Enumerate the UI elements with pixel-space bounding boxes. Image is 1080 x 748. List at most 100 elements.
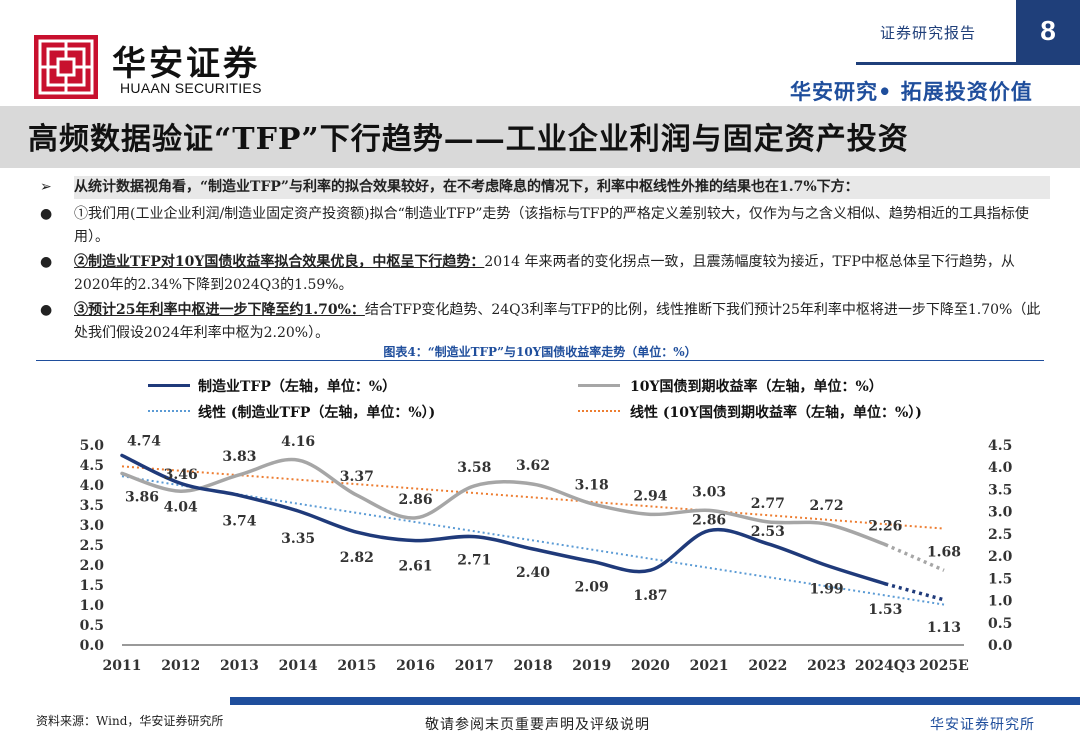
right-axis-tick-label: 2.0	[988, 549, 1013, 565]
data-label-tfp: 1.53	[868, 602, 902, 618]
firm-footer: 华安证券研究所	[930, 717, 1035, 733]
bullet-text-wrap: ③预计25年利率中枢进一步下降至约1.70%：结合TFP变化趋势、24Q3利率与…	[74, 299, 1050, 345]
data-label-tfp: 2.09	[575, 579, 609, 595]
bullet-text: 从统计数据视角看，“制造业TFP”与利率的拟合效果较好，在不考虑降息的情况下，利…	[74, 176, 1050, 199]
right-axis-tick-label: 0.0	[988, 638, 1013, 654]
legend-swatch-10y	[578, 384, 620, 387]
legend-swatch-tfp-linear	[148, 410, 190, 412]
right-axis-tick-label: 3.5	[988, 482, 1012, 498]
data-label-10y: 2.72	[810, 498, 844, 514]
bullet-text: 结合TFP变化趋势、24Q3利率与TFP的比例，线性推断下我们预计25年利率中枢…	[74, 302, 1041, 341]
left-axis-tick-label: 0.5	[80, 618, 104, 634]
left-axis-tick-label: 3.0	[80, 518, 105, 534]
bullet-item: ➢ 从统计数据视角看，“制造业TFP”与利率的拟合效果较好，在不考虑降息的情况下…	[40, 176, 1050, 200]
dot-bullet-icon: ●	[40, 254, 53, 270]
left-axis-tick-label: 5.0	[80, 438, 105, 454]
slogan: 华安研究• 拓展投资价值	[790, 79, 1033, 104]
logo-english: HUAAN SECURITIES	[120, 80, 262, 96]
data-label-tfp: 2.40	[516, 565, 550, 581]
data-label-tfp: 3.74	[222, 513, 256, 529]
forecast-line-tfp	[884, 582, 945, 602]
legend-label-10y-linear: 线性 (10Y国债到期收益率（左轴，单位：%）)	[630, 405, 922, 421]
data-label-tfp: 4.74	[127, 433, 161, 449]
data-label-10y: 2.26	[868, 519, 902, 535]
logo-chinese: 华安证券	[112, 44, 260, 84]
page-number: 8	[1016, 0, 1080, 62]
left-axis-tick-label: 4.5	[80, 458, 104, 474]
x-axis-tick-label: 2024Q3	[855, 658, 916, 674]
trend-line-tfp	[121, 475, 945, 606]
bullet-text: 2014 年来两者的变化拐点一致，且震荡幅度较为接近，TFP中枢总体呈下行趋势，…	[74, 254, 1015, 293]
legend-label-tfp: 制造业TFP（左轴，单位：%）	[198, 379, 397, 395]
data-label-tfp: 2.86	[692, 513, 726, 529]
data-label-tfp: 1.87	[633, 588, 667, 604]
legend-swatch-10y-linear	[578, 410, 620, 412]
right-axis-tick-label: 2.5	[988, 527, 1012, 543]
series-line-tfp	[120, 453, 888, 586]
data-label-10y: 3.62	[516, 458, 550, 474]
bullet-item: ● ②制造业TFP对10Y国债收益率拟合效果优良，中枢呈下行趋势：2014 年来…	[40, 251, 1050, 299]
left-axis-tick-label: 1.5	[80, 578, 104, 594]
trend-line-10y	[121, 465, 945, 530]
arrow-bullet-icon: ➢	[40, 179, 52, 195]
right-axis-tick-label: 4.5	[988, 438, 1012, 454]
data-label-10y: 3.46	[164, 467, 198, 483]
footer-bar	[230, 697, 1080, 705]
x-axis-tick-label: 2023	[807, 658, 846, 674]
legend-label-tfp-linear: 线性 (制造业TFP（左轴，单位：%）)	[198, 405, 436, 421]
bullet-item: ● ③预计25年利率中枢进一步下降至约1.70%：结合TFP变化趋势、24Q3利…	[40, 299, 1050, 347]
right-axis-tick-label: 1.5	[988, 571, 1012, 587]
data-label-tfp: 4.04	[164, 499, 198, 515]
x-axis-tick-label: 2013	[220, 658, 259, 674]
x-axis-tick-label: 2015	[337, 658, 376, 674]
x-axis-tick-label: 2019	[572, 658, 611, 674]
bullet-highlight: ②制造业TFP对10Y国债收益率拟合效果优良，中枢呈下行趋势：	[74, 254, 485, 270]
header-rule	[856, 62, 1080, 65]
data-label-10y: 2.86	[399, 492, 433, 508]
data-label-10y: 3.37	[340, 469, 374, 485]
dot-bullet-icon: ●	[40, 206, 53, 222]
x-axis-tick-label: 2022	[748, 658, 787, 674]
legend-swatch-tfp	[148, 384, 190, 387]
data-label-tfp: 1.13	[927, 620, 961, 636]
series-line-10y	[120, 457, 888, 547]
data-label-10y: 3.83	[222, 449, 256, 465]
left-axis-tick-label: 2.5	[80, 538, 104, 554]
data-label-10y: 3.58	[457, 460, 491, 476]
bullet-highlight: ③预计25年利率中枢进一步下降至约1.70%：	[74, 302, 365, 318]
data-label-tfp: 2.71	[457, 553, 491, 569]
data-label-tfp: 2.61	[399, 559, 433, 575]
left-axis-tick-label: 3.5	[80, 498, 104, 514]
right-axis-tick-label: 4.0	[988, 460, 1013, 476]
data-label-10y: 2.77	[751, 496, 785, 512]
right-axis-tick-label: 3.0	[988, 505, 1013, 521]
bullet-text-wrap: ②制造业TFP对10Y国债收益率拟合效果优良，中枢呈下行趋势：2014 年来两者…	[74, 251, 1050, 297]
chart-title-rule	[36, 360, 1044, 361]
logo-mark	[34, 35, 98, 99]
data-label-tfp: 2.82	[340, 550, 374, 566]
dot-bullet-icon: ●	[40, 302, 53, 318]
x-axis-tick-label: 2025E	[919, 658, 969, 674]
source-note: 资料来源：Wind，华安证券研究所	[36, 714, 224, 728]
x-axis-tick-label: 2012	[161, 658, 200, 674]
right-axis-tick-label: 1.0	[988, 594, 1013, 610]
x-axis-tick-label: 2014	[279, 658, 318, 674]
left-axis-tick-label: 2.0	[80, 558, 105, 574]
data-label-tfp: 1.99	[810, 581, 844, 597]
x-axis-tick-label: 2018	[514, 658, 553, 674]
data-label-tfp: 2.53	[751, 524, 785, 540]
data-label-10y: 3.18	[575, 478, 609, 494]
x-axis-tick-label: 2021	[690, 658, 729, 674]
right-axis-tick-label: 0.5	[988, 616, 1012, 632]
bullet-text: ①我们用(工业企业利润/制造业固定资产投资额)拟合“制造业TFP”走势（该指标与…	[74, 206, 1029, 245]
data-label-tfp: 3.35	[281, 531, 315, 547]
data-label-10y: 3.86	[125, 489, 159, 505]
bullet-item: ● ①我们用(工业企业利润/制造业固定资产投资额)拟合“制造业TFP”走势（该指…	[40, 203, 1050, 251]
left-axis-tick-label: 0.0	[80, 638, 105, 654]
data-label-10y: 2.94	[633, 488, 667, 504]
data-label-10y: 4.16	[281, 434, 315, 450]
data-label-10y: 1.68	[927, 544, 961, 560]
legend-label-10y: 10Y国债到期收益率（左轴，单位：%）	[630, 379, 883, 395]
x-axis-tick-label: 2011	[103, 658, 142, 674]
